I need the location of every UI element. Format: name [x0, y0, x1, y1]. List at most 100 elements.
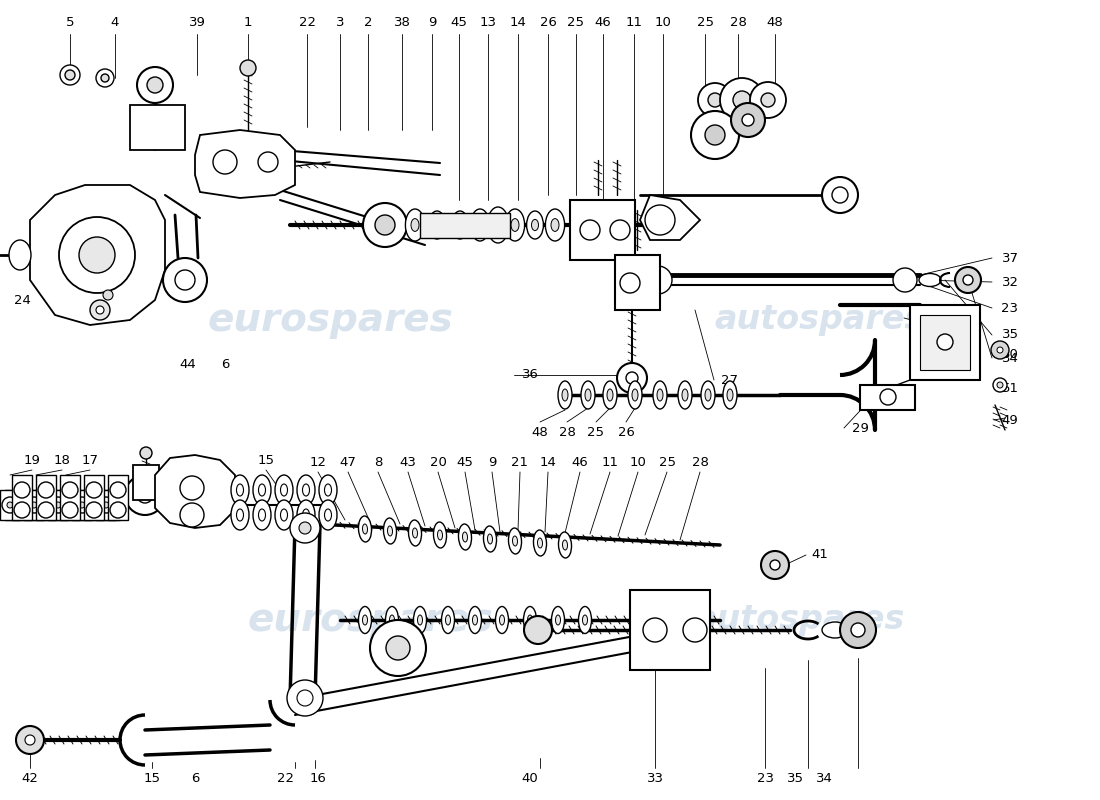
Text: 45: 45	[456, 455, 473, 469]
Circle shape	[705, 125, 725, 145]
Text: 38: 38	[394, 15, 410, 29]
Ellipse shape	[258, 484, 265, 496]
Ellipse shape	[628, 381, 642, 409]
Circle shape	[287, 680, 323, 716]
Ellipse shape	[558, 381, 572, 409]
Circle shape	[832, 187, 848, 203]
Bar	[36, 475, 56, 520]
Circle shape	[363, 203, 407, 247]
Text: 32: 32	[1001, 275, 1019, 289]
Polygon shape	[155, 455, 235, 528]
Circle shape	[125, 475, 165, 515]
Text: 26: 26	[617, 426, 635, 438]
Circle shape	[138, 67, 173, 103]
Text: 23: 23	[1001, 302, 1019, 314]
Ellipse shape	[918, 274, 940, 286]
Circle shape	[770, 560, 780, 570]
Circle shape	[761, 551, 789, 579]
Bar	[570, 200, 635, 260]
Text: 48: 48	[531, 426, 549, 438]
Bar	[12, 475, 32, 520]
Text: 24: 24	[13, 294, 31, 306]
Bar	[630, 590, 710, 670]
Circle shape	[26, 497, 42, 513]
Circle shape	[620, 273, 640, 293]
Text: 29: 29	[851, 422, 868, 434]
Circle shape	[7, 502, 13, 508]
Ellipse shape	[505, 209, 525, 241]
Circle shape	[16, 726, 44, 754]
Text: 34: 34	[1002, 351, 1019, 365]
Circle shape	[180, 476, 204, 500]
Circle shape	[708, 93, 722, 107]
Circle shape	[62, 482, 78, 498]
Ellipse shape	[433, 522, 447, 548]
Circle shape	[698, 83, 732, 117]
Bar	[920, 315, 970, 370]
Ellipse shape	[385, 606, 398, 634]
Ellipse shape	[452, 211, 469, 239]
Ellipse shape	[324, 509, 331, 521]
Ellipse shape	[384, 518, 396, 544]
Text: 46: 46	[595, 15, 612, 29]
Text: 11: 11	[602, 455, 618, 469]
Bar	[72, 490, 92, 520]
Circle shape	[761, 93, 776, 107]
Ellipse shape	[275, 500, 293, 530]
Ellipse shape	[556, 615, 561, 625]
Circle shape	[370, 620, 426, 676]
Ellipse shape	[603, 381, 617, 409]
Circle shape	[14, 482, 30, 498]
Text: 28: 28	[729, 15, 747, 29]
Text: 49: 49	[1002, 414, 1019, 426]
Circle shape	[103, 502, 109, 508]
Ellipse shape	[389, 615, 395, 625]
Circle shape	[50, 497, 66, 513]
Ellipse shape	[579, 606, 592, 634]
Ellipse shape	[653, 381, 667, 409]
Ellipse shape	[253, 500, 271, 530]
Ellipse shape	[433, 219, 440, 230]
Ellipse shape	[446, 615, 451, 625]
Text: 45: 45	[451, 15, 468, 29]
Ellipse shape	[678, 381, 692, 409]
Bar	[48, 490, 68, 520]
Polygon shape	[30, 185, 165, 325]
Ellipse shape	[236, 484, 243, 496]
Ellipse shape	[487, 534, 493, 544]
Circle shape	[524, 616, 552, 644]
Ellipse shape	[495, 606, 508, 634]
Ellipse shape	[632, 389, 638, 401]
Ellipse shape	[559, 532, 572, 558]
Ellipse shape	[324, 484, 331, 496]
Text: 11: 11	[626, 15, 642, 29]
Ellipse shape	[822, 622, 848, 638]
Circle shape	[74, 497, 90, 513]
Circle shape	[175, 270, 195, 290]
Ellipse shape	[524, 606, 537, 634]
Text: autospares: autospares	[695, 603, 905, 637]
Text: 25: 25	[696, 15, 714, 29]
Circle shape	[147, 77, 163, 93]
Ellipse shape	[231, 475, 249, 505]
Bar	[133, 465, 160, 500]
Circle shape	[25, 735, 35, 745]
Ellipse shape	[657, 389, 663, 401]
Ellipse shape	[297, 475, 315, 505]
Ellipse shape	[551, 218, 559, 231]
Bar	[615, 255, 660, 310]
Circle shape	[55, 502, 60, 508]
Circle shape	[997, 382, 1003, 388]
Text: eurospares: eurospares	[248, 601, 493, 639]
Ellipse shape	[585, 389, 591, 401]
Text: 22: 22	[298, 15, 316, 29]
Polygon shape	[195, 130, 295, 198]
Text: 33: 33	[647, 771, 663, 785]
Circle shape	[86, 482, 102, 498]
Text: 14: 14	[509, 15, 527, 29]
Text: 31: 31	[912, 311, 928, 325]
Ellipse shape	[429, 211, 446, 239]
Circle shape	[2, 497, 18, 513]
Text: 13: 13	[480, 15, 496, 29]
Ellipse shape	[476, 218, 484, 231]
